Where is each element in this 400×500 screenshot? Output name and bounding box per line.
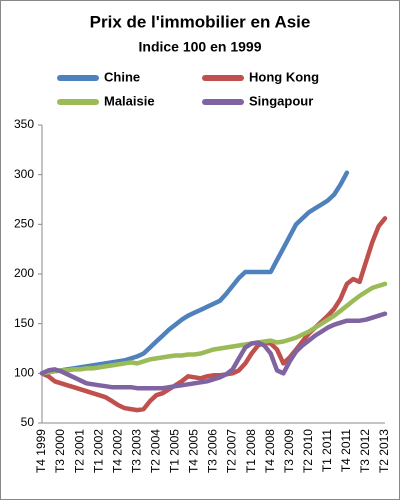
legend-label: Hong Kong xyxy=(249,69,319,84)
x-tick-label: T3 2012 xyxy=(358,429,372,473)
x-tick-label: T2 2001 xyxy=(72,429,86,473)
x-tick-label: T3 2003 xyxy=(129,429,143,473)
legend-label: Chine xyxy=(104,69,140,84)
series-line xyxy=(39,216,388,413)
y-tick-label: 300 xyxy=(14,167,34,181)
x-tick-label: T1 2005 xyxy=(168,429,182,473)
x-tick-label: T4 2011 xyxy=(339,429,353,472)
x-tick-label: T3 2006 xyxy=(206,429,220,473)
y-tick-label: 150 xyxy=(14,316,34,330)
x-tick-label: T4 2008 xyxy=(263,429,277,473)
x-tick-label: T1 2002 xyxy=(91,429,105,473)
y-tick-label: 350 xyxy=(14,117,34,131)
x-tick-label: T4 2005 xyxy=(187,429,201,473)
y-tick-label: 100 xyxy=(14,366,34,380)
y-tick-label: 200 xyxy=(14,266,34,280)
chart-title: Prix de l'immobilier en Asie xyxy=(90,12,311,31)
y-tick-label: 250 xyxy=(14,217,34,231)
series-line xyxy=(39,311,388,391)
series-line xyxy=(39,281,388,376)
x-tick-label: T4 2002 xyxy=(110,429,124,473)
legend-label: Singapour xyxy=(249,93,313,108)
chart-subtitle: Indice 100 en 1999 xyxy=(139,39,262,55)
legend-label: Malaisie xyxy=(104,93,155,108)
x-tick-label: T4 1999 xyxy=(34,429,48,473)
series-line xyxy=(39,170,350,376)
x-tick-label: T2 2004 xyxy=(149,429,163,473)
x-tick-label: T2 2010 xyxy=(301,429,315,473)
y-tick-label: 50 xyxy=(21,415,35,429)
x-tick-label: T1 2008 xyxy=(244,429,258,473)
x-tick-label: T2 2013 xyxy=(377,429,391,473)
x-tick-label: T3 2000 xyxy=(53,429,67,473)
x-tick-label: T1 2011 xyxy=(320,429,334,472)
x-tick-label: T3 2009 xyxy=(282,429,296,473)
x-tick-label: T2 2007 xyxy=(225,429,239,473)
